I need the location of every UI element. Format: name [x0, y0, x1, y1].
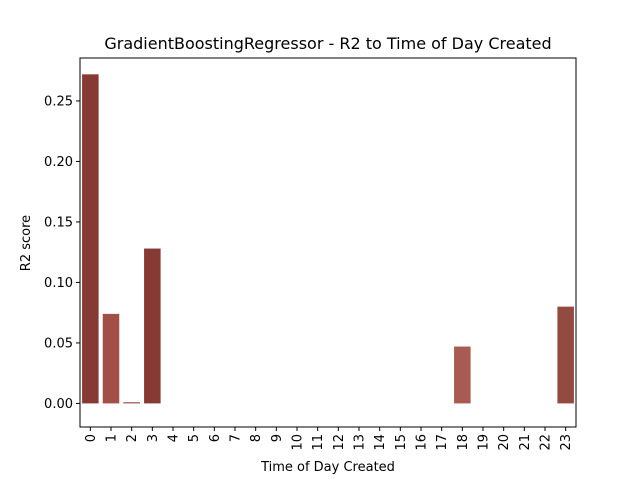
y-tick-label-5: 0.25 [44, 94, 73, 109]
x-tick-label-23: 23 [559, 434, 574, 451]
bar-3 [144, 248, 161, 404]
x-tick-label-11: 11 [311, 434, 326, 451]
plot-frame [79, 57, 577, 428]
x-tick-label-13: 13 [353, 434, 368, 451]
x-tick-label-9: 9 [270, 434, 285, 442]
x-tick-label-3: 3 [146, 434, 161, 442]
x-tick-label-20: 20 [497, 434, 512, 451]
x-tick-label-15: 15 [394, 434, 409, 451]
bar-18 [454, 346, 471, 404]
chart-title: GradientBoostingRegressor - R2 to Time o… [104, 34, 551, 53]
x-axis-label: Time of Day Created [260, 460, 395, 475]
x-tick-label-4: 4 [167, 434, 182, 442]
bar-0 [82, 74, 99, 404]
x-tick-label-22: 22 [539, 434, 554, 451]
y-tick-label-2: 0.10 [44, 276, 73, 291]
x-tick-label-16: 16 [415, 434, 430, 451]
x-tick-label-18: 18 [456, 434, 471, 451]
bars [82, 74, 574, 404]
x-axis: 0 1 2 3 4 5 6 7 8 9 10 11 12 13 14 15 16 17 18 19 20 21 22 23 [84, 427, 574, 451]
bar-1 [102, 313, 120, 404]
x-tick-label-0: 0 [84, 434, 99, 442]
y-tick-label-0: 0.00 [44, 397, 73, 412]
y-tick-label-1: 0.05 [44, 336, 73, 351]
bar-23 [557, 306, 574, 404]
x-tick-label-6: 6 [208, 434, 223, 442]
x-tick-label-12: 12 [332, 434, 347, 451]
bar-2 [123, 402, 140, 404]
y-axis: 0.00 0.05 0.10 0.15 0.20 0.25 [44, 94, 80, 412]
x-tick-label-17: 17 [435, 434, 450, 451]
x-tick-label-8: 8 [249, 434, 264, 442]
x-tick-label-1: 1 [105, 434, 120, 442]
y-tick-label-4: 0.20 [44, 155, 73, 170]
x-tick-label-14: 14 [373, 434, 388, 451]
y-axis-label: R2 score [19, 215, 34, 271]
x-tick-label-7: 7 [229, 434, 244, 442]
x-tick-label-2: 2 [125, 434, 140, 442]
x-tick-label-5: 5 [187, 434, 202, 442]
y-tick-label-3: 0.15 [44, 215, 73, 230]
x-tick-label-10: 10 [291, 434, 306, 451]
x-tick-label-21: 21 [518, 434, 533, 451]
x-tick-label-19: 19 [477, 434, 492, 451]
